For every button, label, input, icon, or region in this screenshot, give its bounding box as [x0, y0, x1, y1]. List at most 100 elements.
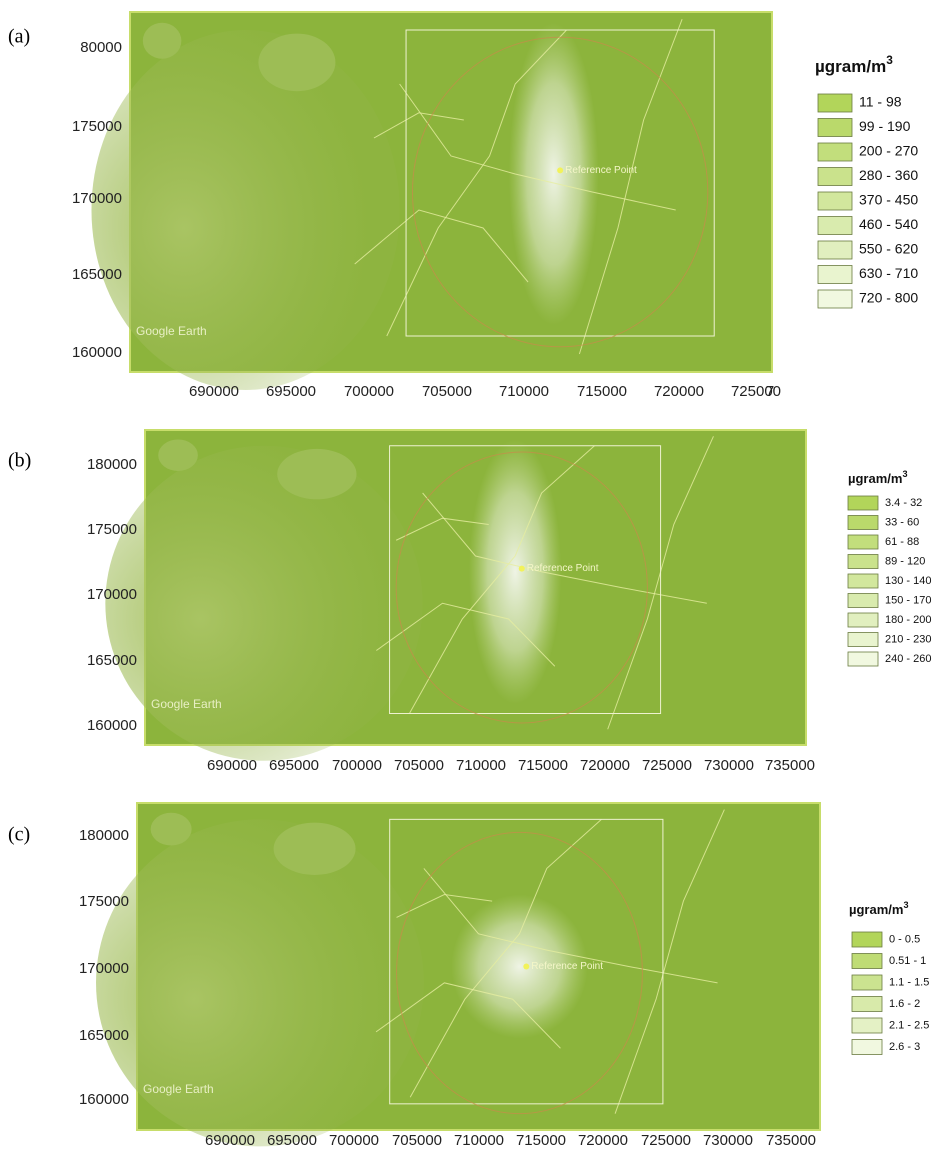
island: [151, 813, 192, 846]
x-tick-label: 700000: [332, 757, 382, 774]
legend-label: 370 - 450: [859, 192, 918, 208]
y-tick-label: 175000: [72, 118, 122, 135]
google-earth-logo: Google Earth: [151, 697, 222, 711]
panel-label: (c): [8, 824, 30, 846]
x-tick-label: 705000: [392, 1132, 442, 1149]
reference-marker: [519, 566, 525, 572]
x-tick-label: 690000: [189, 383, 239, 400]
legend-title: µgram/m3: [815, 53, 893, 76]
x-tick-label: 715000: [577, 383, 627, 400]
legend-label: 11 - 98: [859, 94, 902, 110]
map: Reference Point Google Earth: [96, 803, 820, 1146]
legend-label: 0 - 0.5: [889, 933, 920, 945]
legend-swatch: [852, 1018, 882, 1033]
x-tick-label: 690000: [205, 1132, 255, 1149]
legend-label: 630 - 710: [859, 265, 918, 281]
legend-title: µgram/m3: [849, 900, 909, 917]
legend-swatch: [852, 975, 882, 990]
x-tick-label: 725000: [642, 757, 692, 774]
panel-label: (b): [8, 450, 31, 472]
legend-swatch: [852, 997, 882, 1012]
map: Reference Point Google Earth: [91, 12, 772, 390]
legend-swatch: [818, 143, 852, 161]
y-tick-label: 165000: [79, 1027, 129, 1044]
legend-label: 130 - 140: [885, 575, 931, 587]
legend-swatch: [818, 192, 852, 210]
legend-label: 33 - 60: [885, 516, 919, 528]
legend-label: 550 - 620: [859, 241, 918, 257]
legend-title-sup: 3: [902, 469, 907, 479]
legend-label: 1.6 - 2: [889, 998, 920, 1010]
figure: (a)Reference PointGoogle Earth8000017500…: [0, 0, 936, 1154]
legend-swatch: [848, 555, 878, 569]
legend-label: 280 - 360: [859, 167, 918, 183]
x-tick-label: 705000: [422, 383, 472, 400]
x-tick-label: 695000: [267, 1132, 317, 1149]
legend-label: 2.1 - 2.5: [889, 1019, 929, 1031]
x-tick-label: 725000: [641, 1132, 691, 1149]
y-tick-label: 165000: [72, 266, 122, 283]
y-tick-label: 160000: [87, 717, 137, 734]
legend-swatch: [818, 217, 852, 235]
y-tick-label: 80000: [80, 39, 122, 56]
legend-swatch: [848, 516, 878, 530]
legend-label: 89 - 120: [885, 555, 925, 567]
legend-swatch: [848, 633, 878, 647]
x-tick-label: 695000: [266, 383, 316, 400]
legend-label: 2.6 - 3: [889, 1041, 920, 1053]
x-tick-label: 7: [766, 383, 774, 400]
legend-swatch: [848, 652, 878, 666]
legend-label: 200 - 270: [859, 143, 918, 159]
x-tick-label: 720000: [580, 757, 630, 774]
legend-swatch: [848, 496, 878, 510]
legend-label: 99 - 190: [859, 118, 911, 134]
legend-label: 150 - 170: [885, 594, 931, 606]
sea: [96, 819, 424, 1146]
reference-marker: [557, 167, 563, 173]
legend-swatch: [848, 535, 878, 549]
google-earth-logo: Google Earth: [136, 324, 207, 338]
y-tick-label: 175000: [79, 893, 129, 910]
x-tick-label: 715000: [518, 757, 568, 774]
y-tick-label: 175000: [87, 521, 137, 538]
legend-label: 3.4 - 32: [885, 497, 922, 509]
legend-title-text: µgram/m: [815, 57, 886, 76]
legend-swatch: [852, 1040, 882, 1055]
reference-marker: [523, 964, 529, 970]
legend-swatch: [818, 168, 852, 186]
google-earth-logo: Google Earth: [143, 1082, 214, 1096]
y-tick-label: 165000: [87, 652, 137, 669]
legend-swatch: [848, 574, 878, 588]
x-tick-label: 715000: [516, 1132, 566, 1149]
legend-label: 0.51 - 1: [889, 955, 926, 967]
legend-title-sup: 3: [903, 900, 908, 910]
x-tick-label: 735000: [765, 757, 815, 774]
y-tick-label: 180000: [79, 827, 129, 844]
legend-label: 240 - 260: [885, 653, 931, 665]
x-tick-label: 690000: [207, 757, 257, 774]
reference-label: Reference Point: [565, 165, 637, 176]
island: [274, 823, 356, 875]
island: [143, 23, 182, 59]
island: [158, 439, 198, 471]
y-tick-label: 170000: [87, 586, 137, 603]
legend-title-sup: 3: [886, 53, 893, 67]
legend-label: 460 - 540: [859, 216, 918, 232]
x-tick-label: 710000: [454, 1132, 504, 1149]
sea: [105, 446, 422, 761]
legend-label: 61 - 88: [885, 536, 919, 548]
legend-swatch: [818, 266, 852, 284]
reference-label: Reference Point: [527, 563, 599, 574]
reference-label: Reference Point: [531, 961, 603, 972]
legend-label: 180 - 200: [885, 614, 931, 626]
legend-label: 720 - 800: [859, 290, 918, 306]
legend-swatch: [818, 290, 852, 308]
x-tick-label: 705000: [394, 757, 444, 774]
map: Reference Point Google Earth: [105, 430, 806, 761]
x-tick-label: 720000: [654, 383, 704, 400]
y-tick-label: 160000: [79, 1091, 129, 1108]
legend-swatch: [852, 932, 882, 947]
x-tick-label: 730000: [703, 1132, 753, 1149]
legend-swatch: [818, 241, 852, 259]
y-tick-label: 170000: [72, 190, 122, 207]
